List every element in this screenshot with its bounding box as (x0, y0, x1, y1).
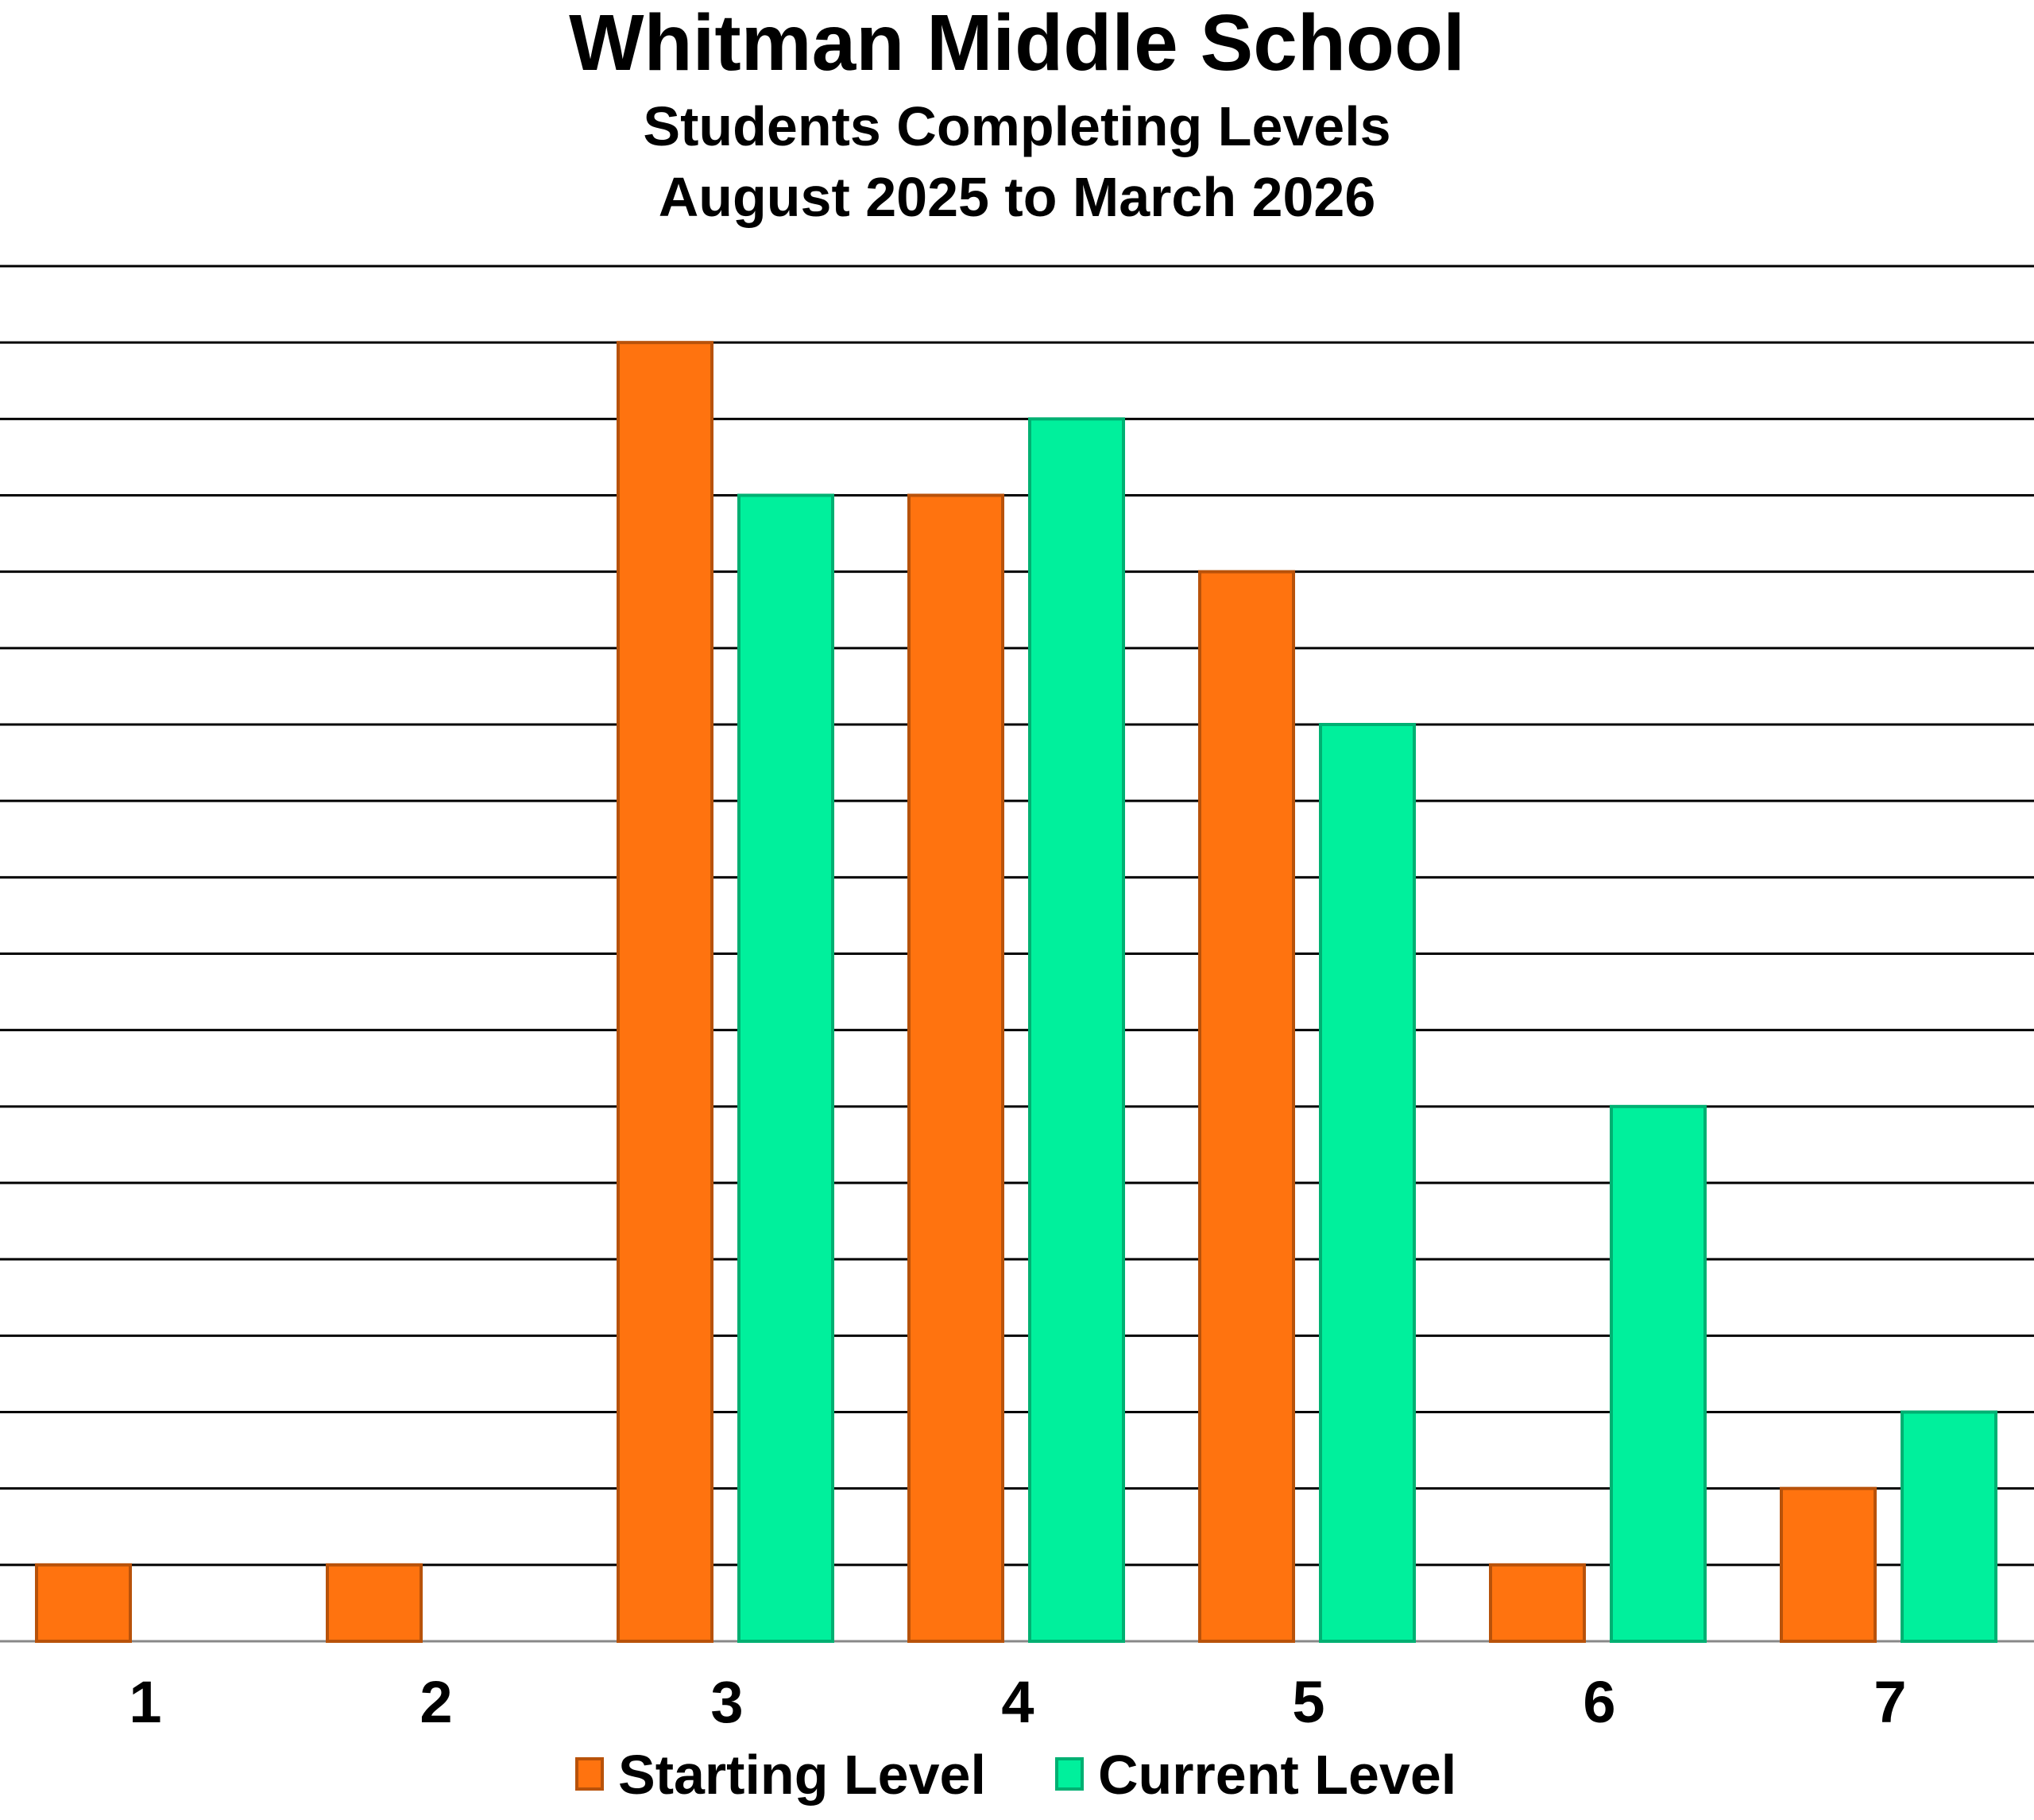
bar-starting-level-7 (1780, 1486, 1877, 1643)
bar-starting-level-3 (617, 341, 713, 1644)
bar-starting-level-6 (1489, 1563, 1586, 1644)
x-tick-label: 4 (1001, 1669, 1034, 1735)
bar-current-level-6 (1610, 1104, 1707, 1644)
legend-label-current-level: Current Level (1098, 1744, 1456, 1806)
bar-starting-level-2 (326, 1563, 423, 1644)
x-tick-label: 2 (420, 1669, 452, 1735)
bar-starting-level-5 (1198, 570, 1295, 1644)
bar-starting-level-1 (35, 1563, 132, 1644)
legend-swatch-starting-level (575, 1757, 604, 1791)
chart-title: Whitman Middle School (569, 0, 1465, 87)
legend-swatch-current-level (1055, 1757, 1084, 1791)
bar-current-level-5 (1319, 723, 1416, 1643)
legend-label-starting-level: Starting Level (618, 1744, 986, 1806)
x-tick-label: 1 (129, 1669, 161, 1735)
x-tick-label: 3 (710, 1669, 743, 1735)
x-tick-label: 5 (1292, 1669, 1324, 1735)
chart-subtitle-1: Students Completing Levels (643, 95, 1390, 157)
bar-current-level-3 (737, 493, 834, 1643)
bar-current-level-7 (1901, 1410, 1997, 1643)
legend: Starting Level Current Level (575, 1744, 1456, 1806)
bar-current-level-4 (1028, 417, 1125, 1643)
x-tick-labels: 1 2 3 4 5 6 7 (129, 1669, 1906, 1735)
x-tick-label: 6 (1583, 1669, 1615, 1735)
chart-subtitle-2: August 2025 to March 2026 (659, 166, 1376, 228)
bars (35, 341, 1997, 1644)
bar-starting-level-4 (907, 493, 1004, 1643)
x-tick-label: 7 (1874, 1669, 1906, 1735)
gridlines (0, 265, 2034, 1643)
